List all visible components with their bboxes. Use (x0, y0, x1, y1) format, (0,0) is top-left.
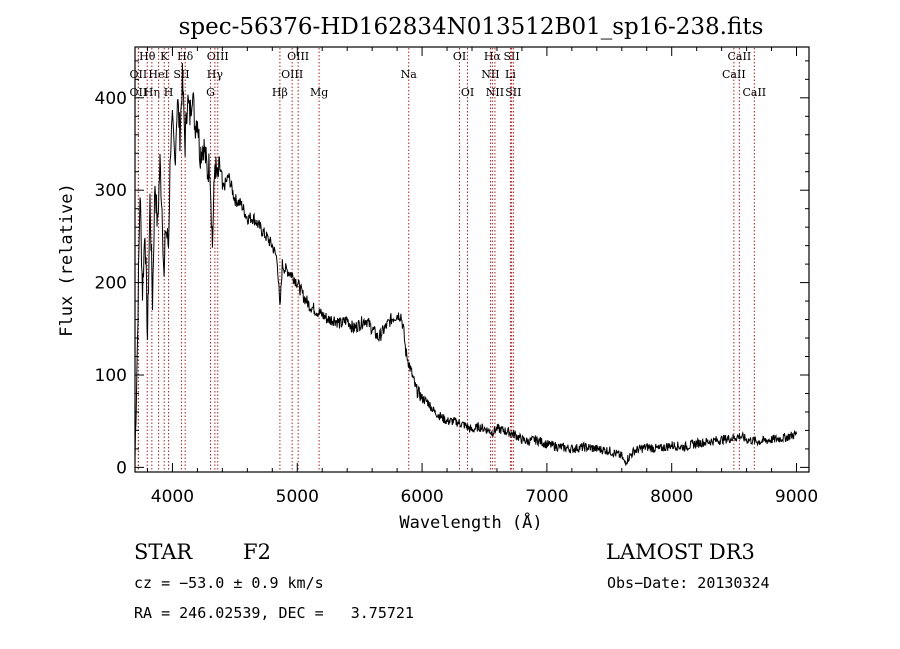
line-marker-label: Mg (310, 86, 328, 99)
line-marker-label: NII (481, 68, 499, 81)
line-marker-label: NII (486, 86, 504, 99)
object-class: STAR (134, 540, 193, 564)
line-marker-label: Hη (144, 86, 160, 99)
object-subclass: F2 (243, 540, 271, 564)
line-marker-label: Hβ (272, 86, 288, 99)
chart-title: spec-56376-HD162834N013512B01_sp16-238.f… (179, 14, 764, 40)
line-marker-label: K (160, 50, 169, 63)
spectrum-line (134, 62, 797, 467)
line-marker-label: CaII (722, 68, 746, 81)
x-tick-label: 5000 (276, 487, 319, 507)
line-marker-label: OIII (207, 50, 229, 63)
line-marker-label: Na (401, 68, 418, 81)
line-marker-label: OII (130, 68, 148, 81)
line-marker-label: CaII (742, 86, 766, 99)
x-tick-label: 4000 (151, 487, 194, 507)
x-tick-label: 8000 (650, 487, 693, 507)
line-marker-label: SII (173, 68, 189, 81)
y-tick-label: 300 (95, 181, 127, 201)
y-axis: 0 100 200 300 400 (95, 60, 809, 478)
y-tick-label: 100 (95, 366, 127, 386)
y-tick-label: 0 (116, 458, 127, 478)
line-marker-label: G (206, 86, 215, 99)
line-marker-label: Hα (484, 50, 502, 63)
line-marker-label: OI (453, 50, 466, 63)
y-tick-label: 200 (95, 274, 127, 294)
redshift-velocity: cz = −53.0 ± 0.9 km/s (134, 574, 324, 592)
x-axis: 4000 5000 6000 7000 8000 9000 (146, 47, 818, 507)
line-marker-label: CaII (728, 50, 752, 63)
x-tick-label: 6000 (400, 487, 443, 507)
line-marker-label: Hδ (177, 50, 194, 63)
line-marker-label: SII (503, 50, 519, 63)
line-marker-label: Li (505, 68, 516, 81)
x-axis-label: Wavelength (Å) (399, 511, 542, 533)
y-tick-label: 400 (95, 89, 127, 109)
line-marker-label: OII (130, 86, 148, 99)
line-marker-label: SII (505, 86, 521, 99)
y-axis-label: Flux (relative) (57, 183, 77, 337)
line-marker-label: Hθ (139, 50, 156, 63)
line-marker-label: HeI (148, 68, 168, 81)
coordinates: RA = 246.02539, DEC = 3.75721 (134, 604, 414, 622)
line-marker-label: OIII (287, 50, 309, 63)
line-marker-label: OIII (281, 68, 303, 81)
x-tick-label: 9000 (775, 487, 818, 507)
survey-name: LAMOST DR3 (606, 540, 755, 564)
spectrum-series (134, 62, 797, 467)
line-marker-label: H (164, 86, 174, 99)
observation-date: Obs−Date: 20130324 (607, 574, 770, 592)
x-tick-label: 7000 (525, 487, 568, 507)
line-marker-label: OI (461, 86, 474, 99)
plot-frame (134, 46, 810, 473)
line-marker-label: Hγ (207, 68, 224, 81)
